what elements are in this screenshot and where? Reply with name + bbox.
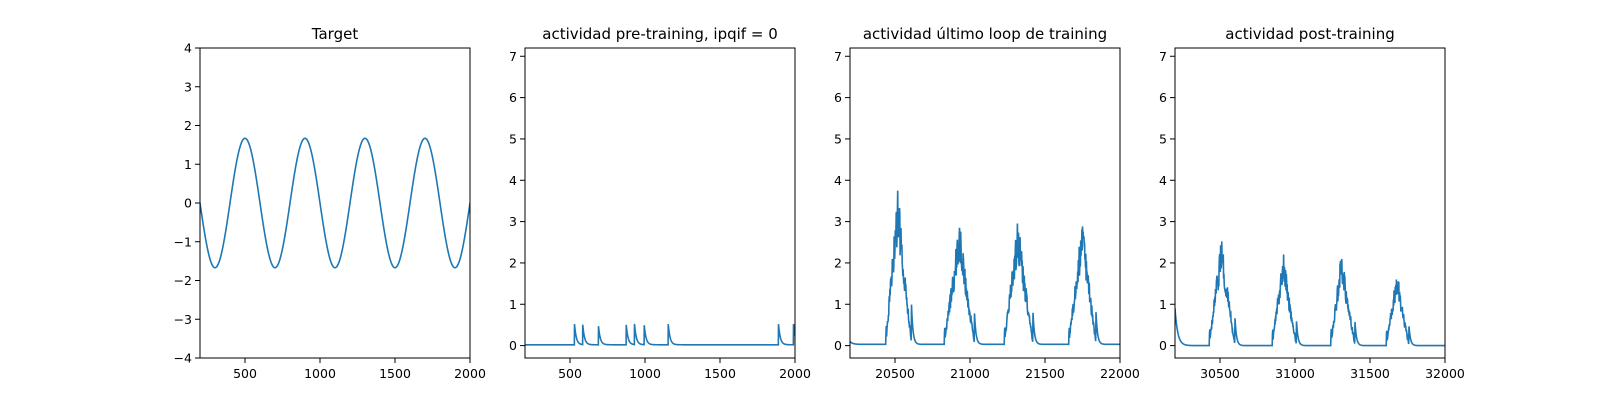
y-tick-label: 3 xyxy=(184,79,192,94)
x-tick-label: 20500 xyxy=(875,366,915,381)
y-tick-label: 1 xyxy=(509,297,517,312)
series-line xyxy=(525,323,795,346)
y-tick-label: 2 xyxy=(184,118,192,133)
y-tick-label: 7 xyxy=(834,49,842,64)
axes-frame xyxy=(849,47,1121,359)
x-tick-label: 31500 xyxy=(1350,366,1390,381)
panel-title: actividad último loop de training xyxy=(863,25,1107,43)
y-tick-label: 0 xyxy=(184,196,192,211)
x-tick-label: 500 xyxy=(233,366,257,381)
x-tick-label: 1000 xyxy=(629,366,661,381)
x-tick-label: 21500 xyxy=(1025,366,1065,381)
panel-title: actividad post-training xyxy=(1225,25,1394,43)
panel-2: actividad pre-training, ipqif = 0 500 1000… xyxy=(509,25,811,381)
axes-frame xyxy=(524,47,796,359)
x-tick-label: 30500 xyxy=(1200,366,1240,381)
x-tick-label: 1500 xyxy=(704,366,736,381)
y-tick-label: 2 xyxy=(1159,255,1167,270)
y-tick-label: 7 xyxy=(1159,49,1167,64)
y-tick-label: 6 xyxy=(509,90,517,105)
y-tick-label: 4 xyxy=(184,41,192,56)
panel-title: Target xyxy=(311,25,359,43)
y-tick-label: 6 xyxy=(834,90,842,105)
y-tick-label: −2 xyxy=(174,273,192,288)
axes-frame xyxy=(1174,47,1446,359)
y-tick-label: 0 xyxy=(509,338,517,353)
x-tick-label: 31000 xyxy=(1275,366,1315,381)
y-tick-label: −3 xyxy=(174,312,192,327)
y-tick-label: −4 xyxy=(174,351,192,366)
y-tick-label: 5 xyxy=(509,131,517,146)
x-tick-label: 22000 xyxy=(1100,366,1140,381)
x-tick-label: 1000 xyxy=(304,366,336,381)
series-line xyxy=(850,190,1120,346)
y-tick-label: 3 xyxy=(509,214,517,229)
y-tick-label: 0 xyxy=(1159,338,1167,353)
x-tick-label: 1500 xyxy=(379,366,411,381)
y-tick-label: 1 xyxy=(1159,297,1167,312)
y-tick-label: 7 xyxy=(509,49,517,64)
y-tick-label: 4 xyxy=(834,173,842,188)
panel-title: actividad pre-training, ipqif = 0 xyxy=(542,25,778,43)
y-tick-label: 2 xyxy=(834,255,842,270)
y-tick-label: 6 xyxy=(1159,90,1167,105)
series-line xyxy=(200,137,470,269)
x-tick-label: 21000 xyxy=(950,366,990,381)
panel-1: Target 500 1000 1500 2000 −4 −3 −2 −1 0 1 2 3 4 xyxy=(174,25,486,381)
y-tick-label: 0 xyxy=(834,338,842,353)
y-tick-label: 3 xyxy=(1159,214,1167,229)
y-tick-label: 5 xyxy=(1159,131,1167,146)
y-tick-label: 3 xyxy=(834,214,842,229)
y-tick-label: 4 xyxy=(1159,173,1167,188)
y-tick-label: 1 xyxy=(834,297,842,312)
x-tick-label: 32000 xyxy=(1425,366,1465,381)
y-tick-label: 4 xyxy=(509,173,517,188)
x-tick-label: 2000 xyxy=(454,366,486,381)
series-line xyxy=(1175,241,1445,347)
x-tick-label: 500 xyxy=(558,366,582,381)
y-tick-label: −1 xyxy=(174,234,192,249)
y-tick-label: 1 xyxy=(184,157,192,172)
x-tick-label: 2000 xyxy=(779,366,811,381)
axes-frame xyxy=(199,47,471,359)
y-tick-label: 2 xyxy=(509,255,517,270)
y-tick-label: 5 xyxy=(834,131,842,146)
